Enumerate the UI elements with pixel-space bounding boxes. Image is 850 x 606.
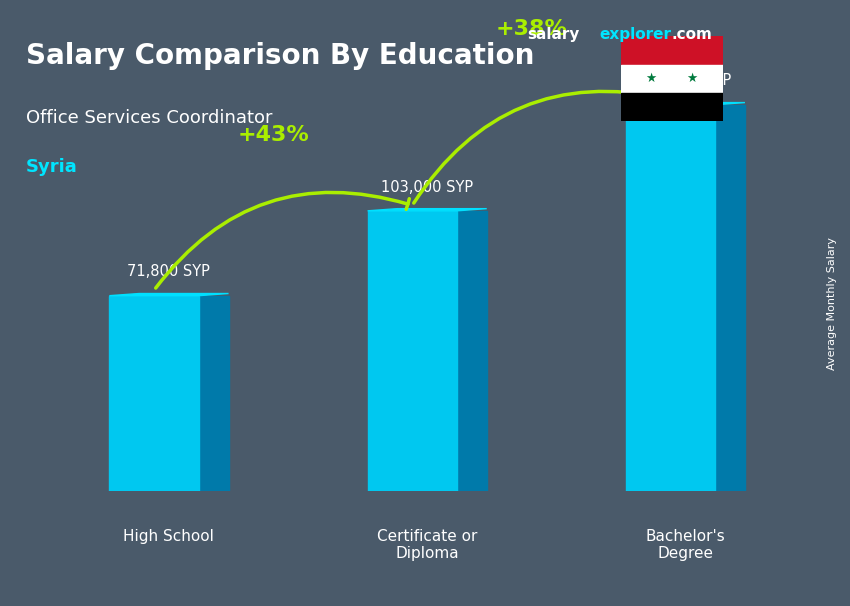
- Text: Bachelor's
Degree: Bachelor's Degree: [645, 529, 725, 561]
- Polygon shape: [457, 211, 487, 491]
- Polygon shape: [626, 102, 745, 105]
- Text: 103,000 SYP: 103,000 SYP: [381, 179, 473, 195]
- Text: +38%: +38%: [496, 19, 567, 39]
- Text: 71,800 SYP: 71,800 SYP: [128, 264, 210, 279]
- Text: ★: ★: [686, 72, 698, 85]
- Polygon shape: [199, 296, 229, 491]
- Text: Certificate or
Diploma: Certificate or Diploma: [377, 529, 478, 561]
- Text: salary: salary: [527, 27, 580, 42]
- Text: 142,000 SYP: 142,000 SYP: [639, 73, 732, 88]
- Bar: [620, 36, 722, 65]
- Bar: [110, 296, 199, 491]
- Bar: [620, 93, 722, 121]
- Bar: [620, 65, 722, 93]
- Text: Syria: Syria: [26, 158, 77, 176]
- Text: explorer: explorer: [599, 27, 672, 42]
- Bar: [626, 105, 715, 491]
- Polygon shape: [367, 208, 487, 211]
- Text: Average Monthly Salary: Average Monthly Salary: [827, 236, 837, 370]
- Text: Salary Comparison By Education: Salary Comparison By Education: [26, 42, 534, 70]
- Text: +43%: +43%: [237, 125, 309, 145]
- Text: ★: ★: [645, 72, 657, 85]
- Polygon shape: [715, 105, 745, 491]
- Polygon shape: [110, 293, 229, 296]
- Text: Office Services Coordinator: Office Services Coordinator: [26, 109, 272, 127]
- Text: High School: High School: [123, 529, 214, 544]
- Bar: [367, 211, 457, 491]
- Text: .com: .com: [672, 27, 712, 42]
